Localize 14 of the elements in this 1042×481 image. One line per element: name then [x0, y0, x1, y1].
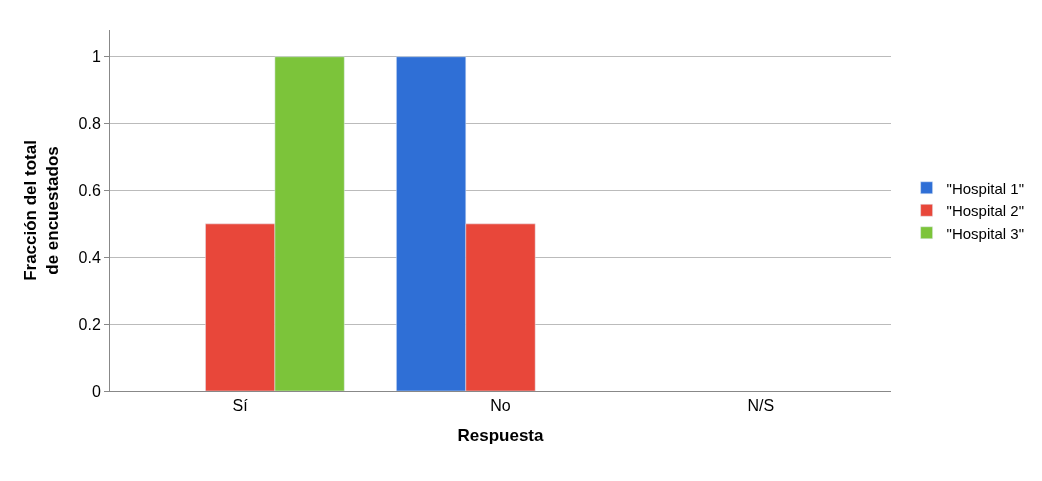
y-tick-label: 1 — [91, 48, 101, 66]
y-tick-label: 0.8 — [78, 115, 101, 133]
legend-label: "Hospital 3" — [946, 224, 1024, 242]
x-axis-title: Respuesta — [457, 425, 545, 445]
y-tick-label: 0.4 — [78, 248, 101, 266]
legend-label: "Hospital 2" — [946, 202, 1024, 220]
y-tick-label: 0 — [91, 382, 101, 400]
y-axis-title: Fracción del total de encuestados — [21, 140, 63, 281]
y-tick-label: 0.6 — [78, 182, 101, 200]
y-tick-label: 0.2 — [78, 315, 101, 333]
x-tick-label: Sí — [232, 397, 249, 415]
x-tick-label: N/S — [747, 397, 775, 415]
legend-label: "Hospital 1" — [946, 179, 1024, 197]
x-tick-label: No — [490, 397, 511, 415]
